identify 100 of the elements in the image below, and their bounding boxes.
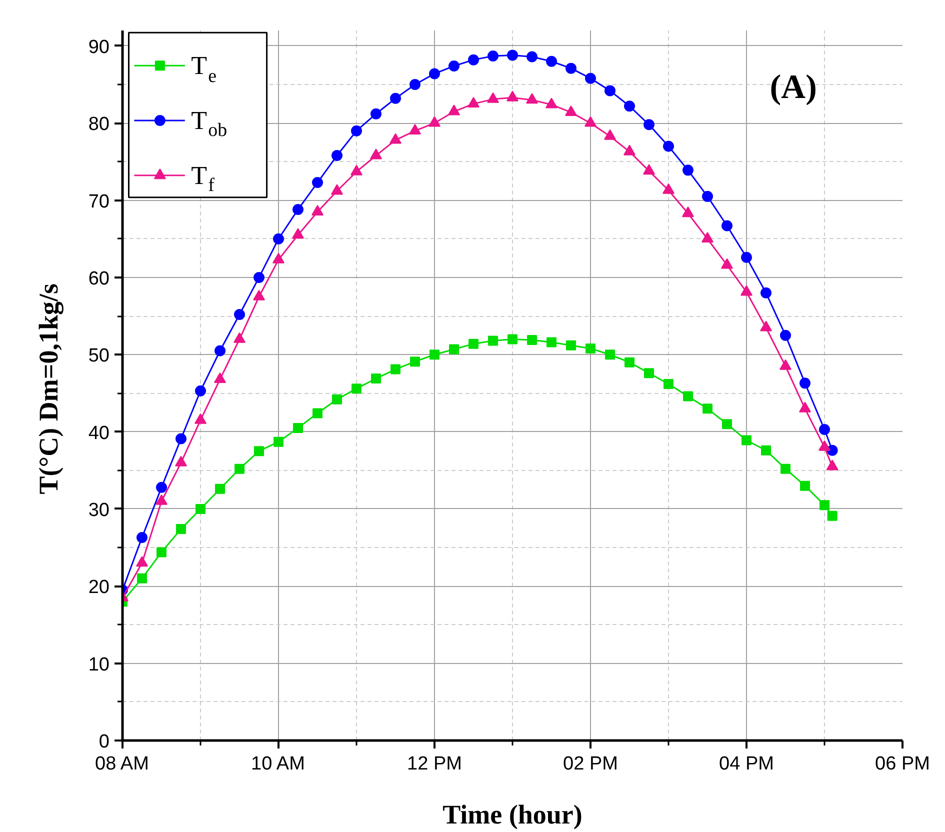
point (566, 62, 576, 74)
point (644, 368, 654, 378)
point (390, 92, 401, 104)
point (371, 374, 381, 384)
point (682, 164, 694, 176)
point (234, 332, 246, 343)
point (350, 164, 362, 176)
point (196, 504, 206, 514)
point (546, 98, 558, 108)
point (176, 524, 186, 534)
point (136, 532, 148, 544)
point (429, 68, 440, 80)
point (702, 190, 713, 202)
point (254, 272, 264, 283)
point (508, 334, 518, 344)
point (214, 372, 226, 383)
point (546, 337, 556, 348)
point (468, 54, 479, 66)
point (604, 129, 616, 140)
point (682, 206, 694, 218)
point (428, 116, 440, 127)
y-tick-label: 30 (88, 500, 110, 521)
point (136, 556, 148, 567)
point (410, 79, 420, 90)
point (312, 205, 324, 216)
point (272, 252, 284, 264)
point (683, 391, 693, 402)
point (780, 464, 790, 474)
point (448, 60, 460, 72)
point (722, 419, 732, 430)
point (527, 334, 537, 345)
point (488, 50, 498, 62)
x-axis-title: Time (hour) (442, 800, 582, 830)
point (780, 330, 791, 341)
point (234, 309, 245, 320)
point (448, 104, 460, 116)
point (604, 85, 616, 96)
point (274, 436, 284, 447)
x-tick-label: 02 PM (563, 754, 618, 774)
point (624, 357, 634, 368)
point (156, 482, 167, 493)
point (352, 384, 362, 394)
point (740, 285, 752, 296)
point (663, 140, 674, 152)
point (332, 150, 342, 162)
point (468, 96, 480, 108)
point (390, 364, 400, 374)
annotation: (A) (770, 68, 817, 106)
point (351, 125, 362, 136)
point (468, 338, 478, 349)
point (761, 445, 771, 456)
point (253, 290, 265, 300)
point (194, 413, 206, 424)
point (370, 108, 382, 120)
y-tick-label: 90 (88, 36, 110, 58)
y-axis-title: T(°C) Dm=0,1kg/s (33, 284, 64, 494)
point (644, 119, 654, 130)
point (156, 494, 168, 505)
y-tick-label: 10 (88, 654, 110, 676)
point (721, 258, 733, 269)
point (819, 424, 830, 435)
y-tick-label: 60 (88, 268, 110, 290)
point (234, 464, 244, 474)
point (722, 220, 732, 232)
point (526, 51, 538, 62)
point (702, 404, 712, 414)
point (215, 484, 225, 494)
point (662, 183, 674, 194)
point (410, 356, 420, 367)
point (293, 422, 303, 433)
x-tick-label: 04 PM (719, 754, 774, 774)
point (585, 72, 596, 84)
point (449, 344, 459, 354)
point (331, 184, 343, 195)
point (214, 345, 226, 356)
point (292, 204, 304, 216)
point (430, 350, 440, 360)
point (818, 440, 830, 451)
point (702, 232, 714, 243)
point (800, 378, 810, 389)
point (565, 105, 577, 116)
point (487, 92, 499, 103)
y-tick-label: 50 (88, 346, 110, 367)
point (156, 547, 166, 558)
point (643, 164, 655, 175)
point (175, 456, 187, 466)
point (741, 252, 752, 263)
point (273, 233, 284, 244)
x-tick-label: 12 PM (407, 754, 462, 774)
point (820, 500, 830, 510)
x-tick-label: 08 AM (95, 754, 149, 774)
point (312, 177, 323, 188)
y-tick-label: 0 (98, 732, 110, 752)
point (605, 350, 615, 360)
point (624, 100, 635, 112)
point (624, 144, 636, 156)
point (507, 50, 518, 61)
point (664, 378, 674, 389)
point (312, 408, 322, 418)
point (409, 124, 421, 134)
